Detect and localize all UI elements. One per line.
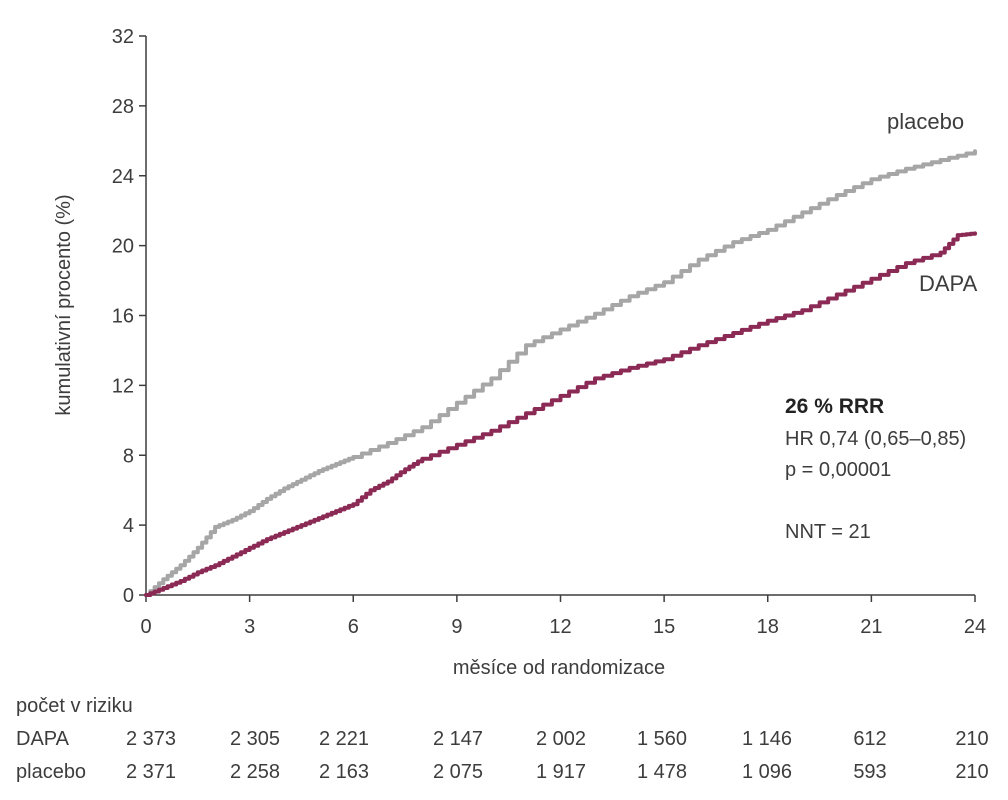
risk-value: 2 075 xyxy=(433,761,483,783)
axes xyxy=(145,36,975,596)
x-ticks: 0 3 6 9 12 15 18 21 24 xyxy=(140,595,986,638)
series-lines xyxy=(144,149,977,597)
risk-row-label-placebo: placebo xyxy=(16,761,86,783)
series-line-placebo xyxy=(144,149,977,597)
y-tick-label: 32 xyxy=(112,26,134,48)
risk-value: 2 373 xyxy=(126,728,176,750)
series-label-dapa: DAPA xyxy=(919,271,978,296)
risk-value: 210 xyxy=(955,728,988,750)
y-ticks: 0 4 8 12 16 20 24 28 32 xyxy=(112,26,146,607)
risk-value: 1 096 xyxy=(742,761,792,783)
series-label-placebo: placebo xyxy=(887,109,964,134)
annotation-rrr: 26 % RRR xyxy=(785,395,884,418)
risk-value: 2 163 xyxy=(319,761,369,783)
y-tick-label: 20 xyxy=(112,236,134,258)
risk-row-label-dapa: DAPA xyxy=(16,728,70,750)
x-tick-label: 12 xyxy=(549,616,571,638)
x-tick-label: 24 xyxy=(964,616,986,638)
x-tick-label: 15 xyxy=(653,616,675,638)
risk-value: 2 258 xyxy=(230,761,280,783)
risk-value: 2 221 xyxy=(319,728,369,750)
x-tick-label: 0 xyxy=(140,616,151,638)
annotation-p: p = 0,00001 xyxy=(785,459,891,481)
risk-table-title: počet v riziku xyxy=(16,695,133,717)
x-tick-label: 9 xyxy=(451,616,462,638)
annotation-nnt: NNT = 21 xyxy=(785,521,871,543)
risk-value: 210 xyxy=(955,761,988,783)
risk-value: 1 917 xyxy=(536,761,586,783)
risk-value: 2 147 xyxy=(433,728,483,750)
x-tick-label: 3 xyxy=(244,616,255,638)
y-tick-label: 0 xyxy=(123,585,134,607)
risk-table-values: 2 373 2 305 2 221 2 147 2 002 1 560 1 146 612 21… xyxy=(126,728,989,783)
risk-value: 1 146 xyxy=(742,728,792,750)
y-tick-label: 24 xyxy=(112,166,134,188)
y-tick-label: 28 xyxy=(112,96,134,118)
series-line-dapa xyxy=(144,231,977,597)
risk-value: 1 560 xyxy=(637,728,687,750)
risk-value: 2 305 xyxy=(230,728,280,750)
risk-value: 2 371 xyxy=(126,761,176,783)
x-axis-title: měsíce od randomizace xyxy=(453,657,665,679)
x-tick-label: 21 xyxy=(860,616,882,638)
x-tick-label: 6 xyxy=(348,616,359,638)
risk-value: 2 002 xyxy=(536,728,586,750)
x-tick-label: 18 xyxy=(757,616,779,638)
y-tick-label: 12 xyxy=(112,375,134,397)
y-tick-label: 8 xyxy=(123,445,134,467)
risk-value: 1 478 xyxy=(637,761,687,783)
y-axis-title: kumulativní procento (%) xyxy=(53,194,75,415)
risk-value: 593 xyxy=(853,761,886,783)
y-tick-label: 16 xyxy=(112,306,134,328)
y-tick-label: 4 xyxy=(123,515,134,537)
risk-value: 612 xyxy=(853,728,886,750)
annotation-hr: HR 0,74 (0,65–0,85) xyxy=(785,428,966,450)
